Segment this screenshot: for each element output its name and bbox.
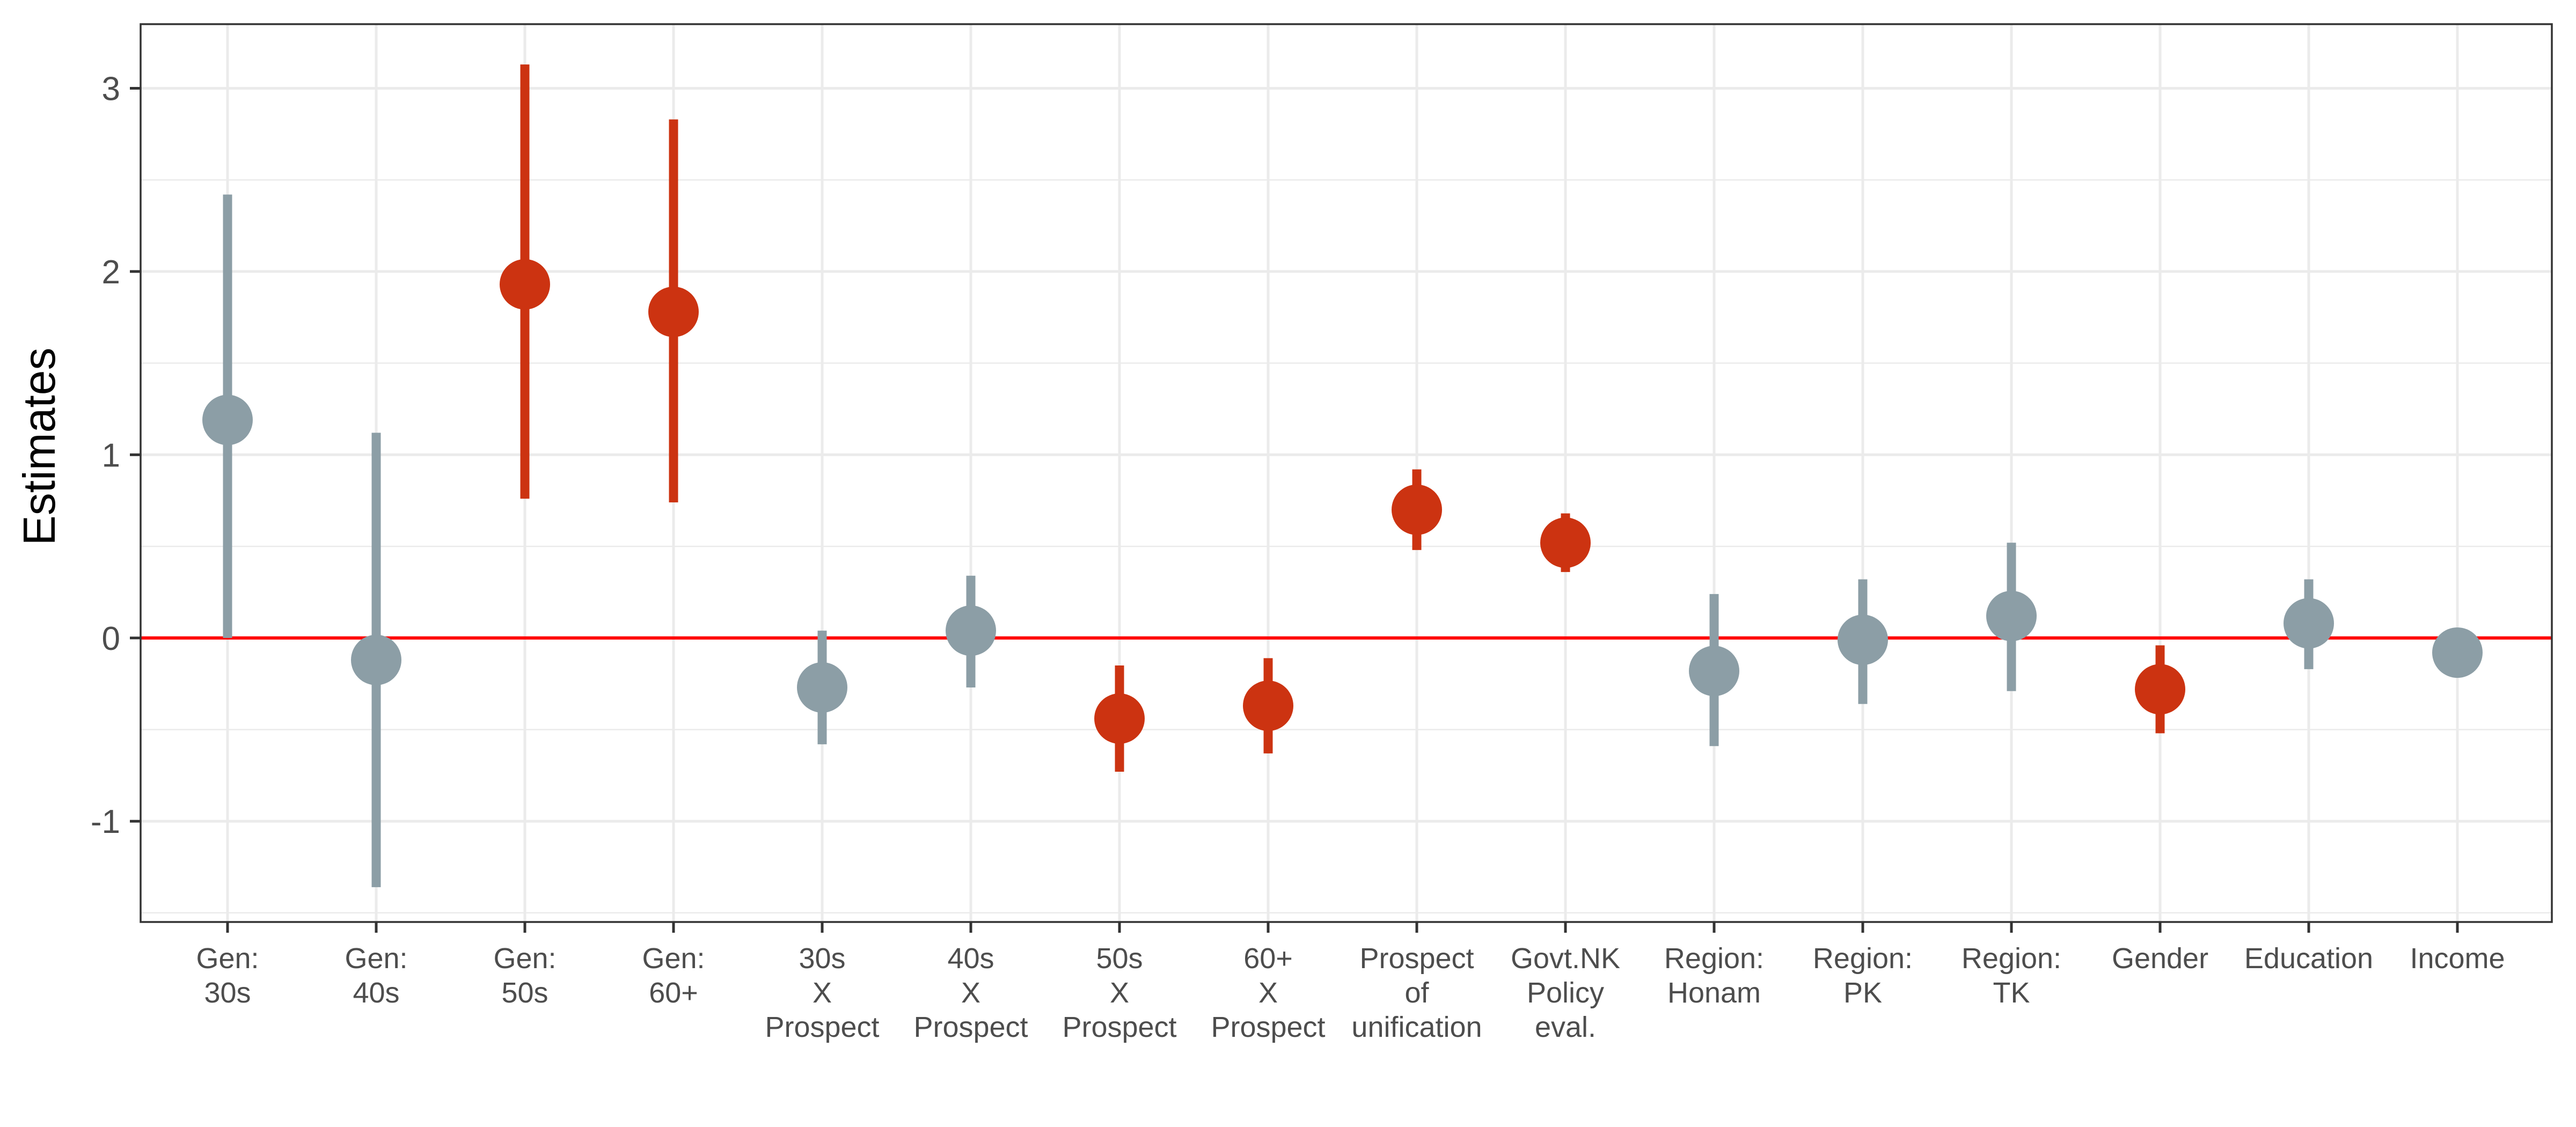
x-tick-label: Gen: 50s: [493, 942, 556, 1009]
x-tick-label: Gen: 40s: [345, 942, 407, 1009]
y-axis: -1 0 1 2 3: [91, 71, 141, 840]
point-estimate: [1392, 484, 1442, 535]
x-tick-label: Gen: 60+: [642, 942, 705, 1009]
y-tick-label: -1: [91, 803, 120, 840]
x-tick-label: Govt.NK Policy eval.: [1511, 942, 1620, 1043]
x-tick-label: Region: PK: [1813, 942, 1913, 1009]
x-tick-label: Gender: [2112, 942, 2208, 975]
point-estimate: [1986, 590, 2037, 641]
x-axis: Gen: 30s Gen: 40s Gen: 50s Gen: 60+ 30s X Prospect…: [196, 922, 2505, 1043]
point-estimate: [1689, 646, 1739, 697]
x-tick-label: Income: [2410, 942, 2505, 975]
point-estimate: [1094, 693, 1145, 744]
x-tick-label: 30s X Prospect: [765, 942, 879, 1043]
point-estimate: [351, 634, 401, 685]
point-estimate: [797, 662, 847, 713]
point-estimate: [202, 394, 253, 445]
panel-border: [140, 23, 2553, 923]
point-estimate: [2284, 598, 2334, 649]
y-axis-label: Estimates: [14, 348, 64, 546]
x-tick-label: Region: Honam: [1664, 942, 1764, 1009]
x-tick-label: 40s X Prospect: [913, 942, 1028, 1043]
x-tick-label: Gen: 30s: [196, 942, 259, 1009]
y-tick-label: 3: [102, 71, 120, 108]
point-estimate: [2432, 627, 2483, 678]
y-tick-label: 1: [102, 437, 120, 474]
point-estimate: [2135, 664, 2185, 715]
x-tick-label: Education: [2244, 942, 2373, 975]
point-estimate: [1540, 517, 1591, 568]
x-tick-label: Region: TK: [1962, 942, 2061, 1009]
x-tick-label: 50s X Prospect: [1062, 942, 1176, 1043]
point-estimate: [500, 259, 550, 310]
point-estimate: [648, 287, 699, 338]
point-estimate: [946, 605, 996, 656]
estimate-marks: [202, 64, 2483, 888]
x-tick-label: Prospect of unification: [1351, 942, 1482, 1043]
point-estimate: [1243, 680, 1293, 731]
point-estimate: [1838, 614, 1888, 665]
y-tick-label: 2: [102, 254, 120, 291]
y-tick-label: 0: [102, 620, 120, 657]
x-tick-label: 60+ X Prospect: [1211, 942, 1325, 1043]
